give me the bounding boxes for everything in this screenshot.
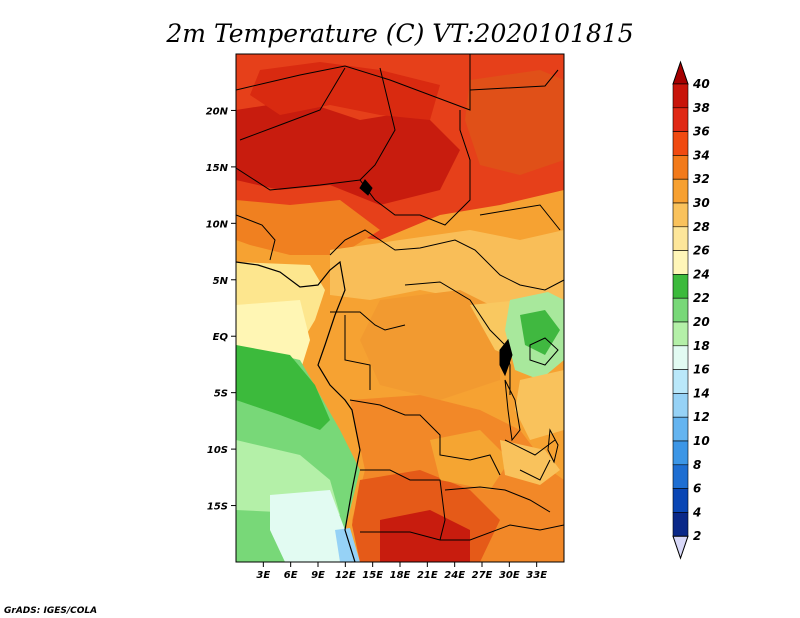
lon-tick-label: 12E [335, 570, 356, 581]
colorbar-swatch [672, 512, 689, 537]
colorbar: 40 38 36 34 32 30 28 26 24 22 20 18 16 14 12 10 8 6 4 2 [672, 60, 710, 560]
colorbar-label: 14 [693, 386, 710, 400]
lat-tick-label: 15S [207, 502, 228, 513]
colorbar-label: 12 [693, 410, 710, 424]
colorbar-label: 28 [693, 220, 710, 234]
colorbar-swatch [672, 416, 689, 442]
colorbar-swatch [672, 297, 689, 323]
colorbar-label: 40 [692, 77, 710, 91]
colorbar-swatch [672, 440, 689, 466]
colorbar-swatch [672, 250, 689, 275]
temperature-field [236, 54, 564, 562]
colorbar-label: 24 [693, 267, 710, 281]
map-title: 2m Temperature (C) VT:2020101815 [165, 19, 633, 48]
colorbar-swatch [672, 178, 689, 204]
country-borders [236, 54, 564, 562]
latitude-ticks: 20N 15N 10N 5N EQ 5S 10S 15S [206, 106, 236, 513]
lon-tick-label: 33E [526, 570, 547, 581]
colorbar-label: 10 [693, 434, 710, 448]
lat-tick-label: 5N [213, 276, 229, 287]
colorbar-label: 34 [693, 148, 710, 162]
lon-tick-label: 24E [444, 570, 465, 581]
colorbar-swatch [672, 107, 689, 132]
colorbar-label: 20 [693, 315, 710, 329]
lon-tick-label: 15E [362, 570, 383, 581]
lon-tick-label: 27E [472, 570, 493, 581]
colorbar-swatch [672, 202, 689, 228]
longitude-ticks: 3E 6E 9E 12E 15E 18E 21E 24E 27E 30E 33E [256, 562, 547, 581]
colorbar-label: 32 [693, 172, 710, 186]
colorbar-label: 16 [693, 363, 710, 377]
colorbar-label: 18 [693, 339, 710, 353]
colorbar-swatch [672, 131, 689, 156]
lon-tick-label: 21E [417, 570, 438, 581]
map-panel: 3E 6E 9E 12E 15E 18E 21E 24E 27E 30E 33E 20N 15N 10N… [206, 53, 565, 581]
colorbar-swatch [672, 321, 689, 347]
lat-tick-label: 10S [207, 445, 228, 456]
colorbar-label: 8 [693, 458, 701, 472]
colorbar-swatch [672, 226, 689, 251]
colorbar-max-arrow [672, 60, 689, 85]
colorbar-label: 36 [693, 125, 710, 139]
colorbar-label: 22 [693, 291, 710, 305]
lon-tick-label: 18E [390, 570, 411, 581]
colorbar-swatch [672, 274, 689, 299]
colorbar-label: 6 [693, 482, 701, 496]
lon-tick-label: 9E [311, 570, 325, 581]
colorbar-swatch [672, 488, 689, 513]
colorbar-swatch [672, 345, 689, 370]
colorbar-swatch [672, 83, 689, 109]
colorbar-label: 30 [693, 196, 710, 210]
colorbar-label: 2 [693, 529, 701, 543]
lat-tick-label: EQ [213, 332, 229, 343]
colorbar-swatch [672, 369, 689, 394]
colorbar-swatch [672, 155, 689, 180]
lat-tick-label: 15N [206, 163, 229, 174]
colorbar-label: 4 [692, 505, 701, 519]
lat-tick-label: 20N [206, 106, 229, 117]
colorbar-label: 38 [693, 101, 710, 115]
colorbar-swatch [672, 393, 689, 418]
colorbar-min-arrow [672, 535, 689, 560]
grads-credit: GrADS: IGES/COLA [4, 606, 97, 616]
colorbar-swatch [672, 464, 689, 489]
lon-tick-label: 3E [256, 570, 270, 581]
lon-tick-label: 30E [499, 570, 520, 581]
colorbar-label: 26 [693, 244, 710, 258]
lat-tick-label: 10N [206, 219, 229, 230]
lat-tick-label: 5S [214, 389, 228, 400]
lon-tick-label: 6E [284, 570, 298, 581]
